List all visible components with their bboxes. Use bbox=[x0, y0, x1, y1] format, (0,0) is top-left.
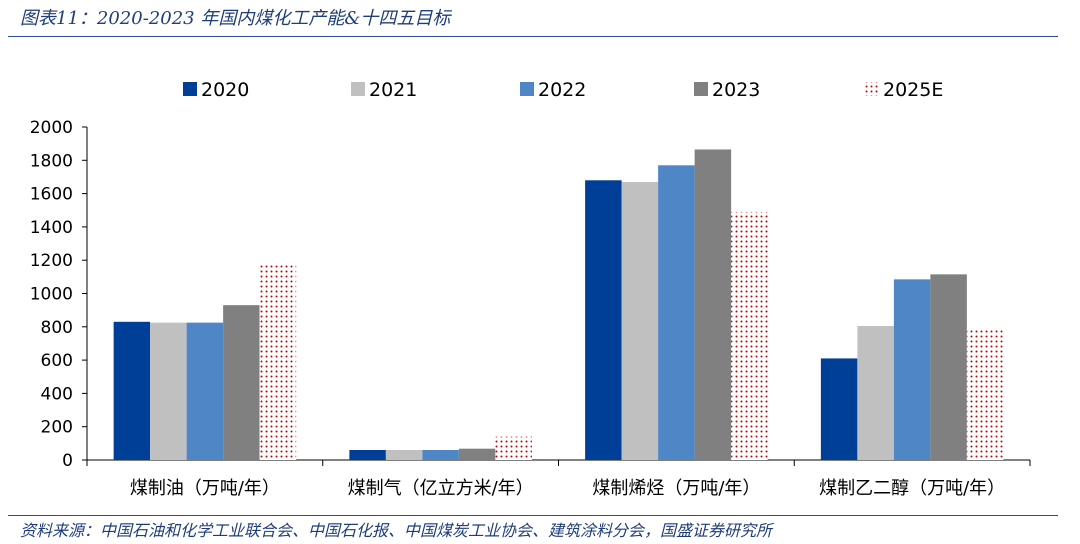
bar-2020-3 bbox=[820, 358, 858, 460]
bar-2025E-1 bbox=[495, 436, 532, 460]
y-tick-label: 0 bbox=[62, 451, 73, 471]
legend-swatch-2022 bbox=[520, 82, 534, 96]
y-tick-label: 200 bbox=[41, 418, 73, 438]
bar-2022-3 bbox=[893, 279, 931, 460]
bar-2020-0 bbox=[113, 321, 151, 460]
y-tick-label: 1600 bbox=[30, 185, 73, 205]
chart-title: 图表11：2020-2023 年国内煤化工产能&十四五目标 bbox=[20, 8, 451, 29]
x-axis: 煤制油（万吨/年） 煤制气（亿立方米/年） 煤制烯烃（万吨/年） 煤制乙二醇（万吨/年… bbox=[86, 459, 1031, 499]
x-tick-label: 煤制烯烃（万吨/年） bbox=[592, 478, 760, 499]
bars bbox=[113, 149, 1004, 461]
chart-legend: 2020 2021 2022 2023 2025E bbox=[183, 79, 943, 101]
bar-2025E-0 bbox=[259, 263, 297, 460]
y-tick-label: 1400 bbox=[30, 218, 73, 238]
legend-label-2023: 2023 bbox=[712, 79, 760, 101]
x-tick-label: 煤制乙二醇（万吨/年） bbox=[819, 478, 1005, 499]
bar-2021-2 bbox=[621, 181, 659, 460]
legend-swatch-2023 bbox=[694, 82, 708, 96]
bar-2021-1 bbox=[385, 450, 423, 460]
y-tick-label: 1000 bbox=[30, 285, 73, 305]
legend-swatch-2021 bbox=[351, 82, 365, 96]
y-tick-label: 2000 bbox=[30, 118, 73, 138]
legend-swatch-2025E bbox=[865, 82, 879, 96]
bar-2022-1 bbox=[422, 450, 459, 460]
title-divider bbox=[8, 36, 1058, 37]
source-divider bbox=[8, 515, 1058, 516]
y-tick-label: 1200 bbox=[30, 251, 73, 271]
x-tick-label: 煤制气（亿立方米/年） bbox=[348, 478, 534, 499]
bar-2021-3 bbox=[857, 325, 894, 460]
y-tick-label: 600 bbox=[41, 351, 73, 371]
bar-2025E-3 bbox=[966, 328, 1004, 460]
legend-label-2022: 2022 bbox=[538, 79, 586, 101]
bar-2022-2 bbox=[658, 165, 695, 461]
bar-2021-0 bbox=[150, 322, 187, 460]
y-axis: 0 200 400 600 800 1000 1200 1400 1600 1800 2000 bbox=[30, 118, 88, 471]
bar-2025E-2 bbox=[731, 211, 768, 460]
legend-swatch-2020 bbox=[183, 82, 197, 96]
bar-2020-2 bbox=[585, 180, 622, 460]
legend-label-2025E: 2025E bbox=[883, 79, 943, 101]
y-tick-label: 800 bbox=[41, 318, 73, 338]
source-note: 资料来源：中国石油和化学工业联合会、中国石化报、中国煤炭工业协会、建筑涂料分会，… bbox=[20, 521, 773, 540]
bar-2023-2 bbox=[694, 149, 732, 461]
y-tick-label: 400 bbox=[41, 384, 73, 404]
y-tick-label: 1800 bbox=[30, 151, 73, 171]
legend-label-2020: 2020 bbox=[201, 79, 249, 101]
bar-2022-0 bbox=[186, 322, 224, 460]
bar-2020-1 bbox=[349, 450, 386, 460]
bar-2023-3 bbox=[930, 274, 967, 460]
bar-2023-0 bbox=[223, 305, 260, 460]
bar-2023-1 bbox=[458, 448, 496, 460]
x-tick-label: 煤制油（万吨/年） bbox=[130, 478, 280, 499]
legend-label-2021: 2021 bbox=[369, 79, 417, 101]
